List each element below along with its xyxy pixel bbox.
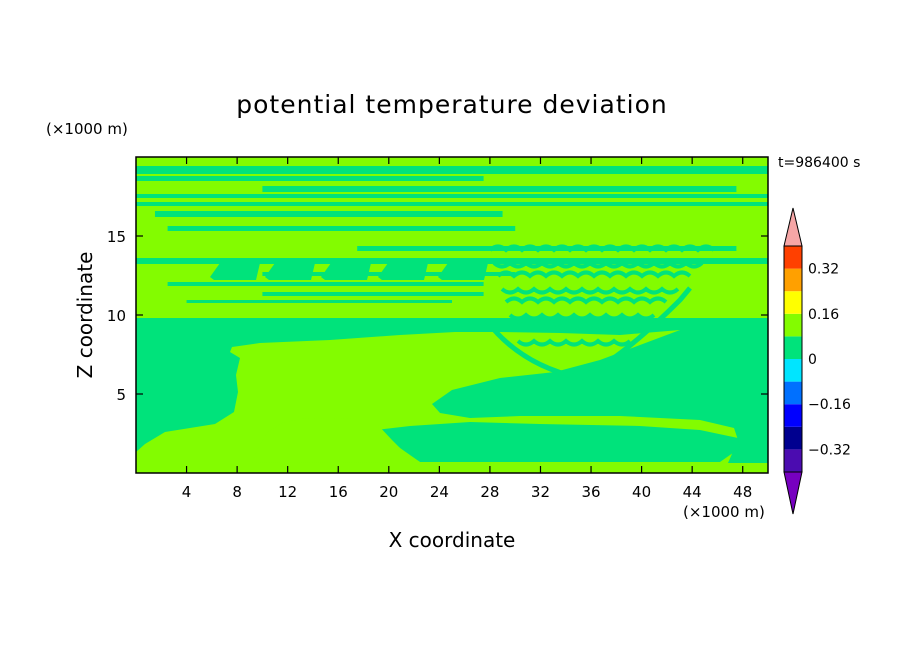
x-axis-unit: (×1000 m) xyxy=(683,503,765,521)
colorbar-swatch xyxy=(784,246,802,269)
contour-streak xyxy=(496,270,692,279)
y-tick-label: 5 xyxy=(116,386,126,404)
field-positive-bottom-layer xyxy=(136,463,768,473)
contour-band xyxy=(262,186,737,192)
contour-band xyxy=(154,211,503,217)
contour-streak xyxy=(512,322,644,331)
x-tick-label: 8 xyxy=(232,483,242,501)
colorbar-swatch xyxy=(784,291,802,314)
colorbar-swatch xyxy=(784,449,802,472)
contour-streak xyxy=(492,260,704,269)
colorbar-label: 0 xyxy=(808,352,817,368)
colorbar-label: −0.16 xyxy=(808,397,851,413)
y-axis-unit: (×1000 m) xyxy=(46,120,128,138)
contour-blob xyxy=(438,263,488,280)
upper-blobs xyxy=(210,244,716,381)
x-axis-label: X coordinate xyxy=(389,528,516,552)
contour-streak xyxy=(516,338,632,347)
contour-band xyxy=(136,258,768,264)
colorbar: 0.32 0.16 0 −0.16 −0.32 xyxy=(783,207,851,515)
contour-band xyxy=(136,202,768,206)
x-tick-label: 32 xyxy=(531,483,550,501)
contour-streak xyxy=(500,286,680,295)
x-tick-label: 20 xyxy=(379,483,398,501)
x-tick-label: 28 xyxy=(480,483,499,501)
contour-band xyxy=(136,176,484,181)
contour-blob xyxy=(321,263,371,280)
colorbar-frame xyxy=(783,245,803,473)
contour-band xyxy=(136,166,768,174)
colorbar-label: 0.32 xyxy=(808,262,839,278)
x-tick-label: 16 xyxy=(329,483,348,501)
colorbar-swatch xyxy=(784,404,802,427)
contour-streak xyxy=(508,312,656,321)
contour-band xyxy=(186,300,452,303)
field-negative-bottom-right xyxy=(375,422,740,462)
contour-band xyxy=(167,282,484,286)
colorbar-swatch xyxy=(784,359,802,382)
y-axis-label: Z coordinate xyxy=(73,252,97,379)
colorbar-over-triangle xyxy=(783,207,803,247)
heatmap-field xyxy=(136,157,768,473)
colorbar-swatch xyxy=(784,381,802,405)
x-tick-label: 4 xyxy=(182,483,192,501)
y-tick-label: 15 xyxy=(107,228,126,246)
colorbar-label: −0.32 xyxy=(808,442,851,458)
field-negative-lower xyxy=(136,318,768,463)
y-axis-ticks: 5 10 15 xyxy=(107,228,768,404)
contour-streak xyxy=(504,296,668,305)
field-positive-dome xyxy=(252,418,420,463)
x-tick-label: 12 xyxy=(278,483,297,501)
contour-blob xyxy=(210,263,260,280)
contour-band xyxy=(136,194,768,198)
colorbar-swatch xyxy=(784,313,802,337)
x-tick-label: 40 xyxy=(632,483,651,501)
contour-band xyxy=(167,226,516,231)
contour-band xyxy=(262,292,484,296)
contour-blob xyxy=(265,263,315,280)
x-tick-label: 44 xyxy=(683,483,702,501)
y-tick-label: 10 xyxy=(107,307,126,325)
colorbar-swatch xyxy=(784,426,802,450)
colorbar-under-triangle xyxy=(783,471,803,515)
time-label: t=986400 s xyxy=(778,155,860,171)
x-axis-ticks: 4 8 12 16 20 24 28 32 36 40 44 48 xyxy=(182,157,752,501)
colorbar-swatch xyxy=(784,336,802,359)
colorbar-label: 0.16 xyxy=(808,307,839,323)
contour-streak xyxy=(484,286,692,381)
colorbar-swatch xyxy=(784,268,802,292)
x-tick-label: 24 xyxy=(430,483,449,501)
chart-title: potential temperature deviation xyxy=(236,90,667,119)
contour-blob xyxy=(378,263,428,280)
x-tick-label: 48 xyxy=(733,483,752,501)
contour-streak xyxy=(488,244,716,253)
x-tick-label: 36 xyxy=(581,483,600,501)
